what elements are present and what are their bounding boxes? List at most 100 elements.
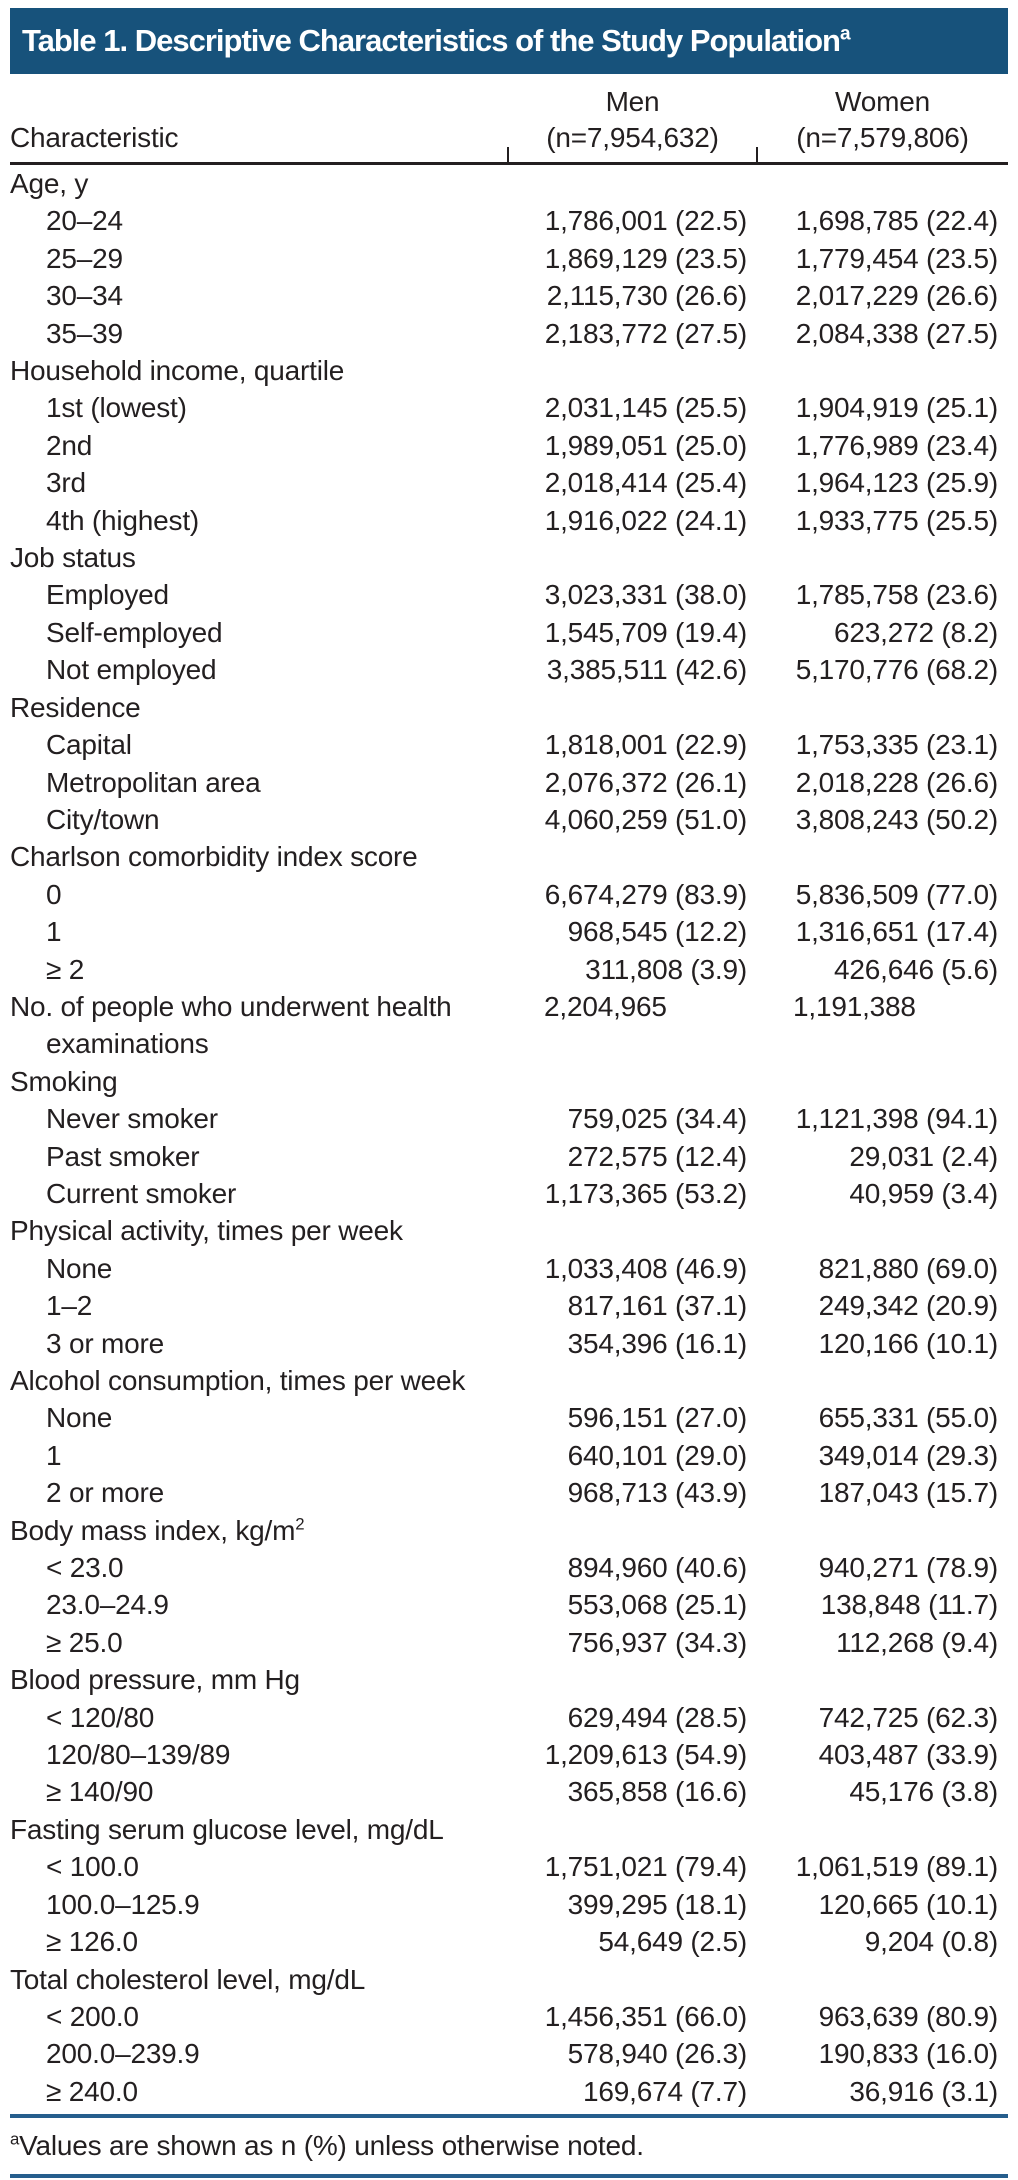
- table-row: < 23.0 894,960 (40.6) 940,271 (78.9): [10, 1549, 1008, 1586]
- women-value: [757, 539, 1008, 576]
- row-label: Never smoker: [46, 1103, 218, 1135]
- row-label: Household income, quartile: [10, 355, 345, 387]
- table-row: Not employed 3,385,511 (42.6) 5,170,776 (6…: [10, 651, 1008, 688]
- men-value: 399,295 (18.1): [567, 1888, 748, 1920]
- men-value: [508, 352, 757, 389]
- row-label-line: No. of people who underwent health: [10, 990, 452, 1022]
- table-row: 23.0–24.9 553,068 (25.1) 138,848 (11.7): [10, 1586, 1008, 1623]
- women-value: 1,964,123 (25.9): [795, 467, 998, 499]
- men-value: 756,937 (34.3): [567, 1626, 748, 1658]
- row-label: 4th (highest): [46, 504, 200, 536]
- row-label: ≥ 25.0: [46, 1626, 123, 1658]
- men-value: 354,396 (16.1): [567, 1327, 748, 1359]
- row-label: ≥ 126.0: [46, 1926, 138, 1958]
- women-value: 1,933,775 (25.5): [795, 504, 998, 536]
- table-row: Blood pressure, mm Hg: [10, 1661, 1008, 1698]
- table-row: Smoking: [10, 1063, 1008, 1100]
- column-header-characteristic: Characteristic: [10, 74, 508, 165]
- men-value: 578,940 (26.3): [567, 2038, 748, 2070]
- table-row: None 1,033,408 (46.9) 821,880 (69.0): [10, 1250, 1008, 1287]
- women-value: 1,779,454 (23.5): [795, 242, 998, 274]
- men-value: 3,023,331 (38.0): [544, 579, 747, 611]
- women-value: 1,191,388: [793, 990, 916, 1022]
- women-value: [757, 1362, 1008, 1399]
- men-value: [508, 689, 757, 726]
- table-row: Physical activity, times per week: [10, 1212, 1008, 1249]
- table-row: 30–34 2,115,730 (26.6) 2,017,229 (26.6): [10, 277, 1008, 314]
- row-label: 2nd: [46, 429, 93, 461]
- women-value: 2,084,338 (27.5): [795, 317, 998, 349]
- row-label: Charlson comorbidity index score: [10, 841, 418, 873]
- row-label: 2 or more: [46, 1477, 165, 1509]
- women-value: 249,342 (20.9): [818, 1290, 999, 1322]
- women-value: 190,833 (16.0): [818, 2038, 999, 2070]
- table-row: 200.0–239.9 578,940 (26.3) 190,833 (16.0): [10, 2035, 1008, 2072]
- table-body: Age, y 20–24 1,786,001 (22.5) 1,698,785 (22…: [10, 164, 1008, 2111]
- women-value: 45,176 (3.8): [849, 1776, 998, 1808]
- row-label: None: [46, 1252, 113, 1284]
- column-header-women: Women (n=7,579,806): [756, 74, 1008, 165]
- men-value: 894,960 (40.6): [567, 1552, 748, 1584]
- women-value: [757, 1661, 1008, 1698]
- table-title-superscript: a: [839, 23, 851, 45]
- men-value: 4,060,259 (51.0): [544, 803, 747, 835]
- men-value: 2,076,372 (26.1): [544, 766, 747, 798]
- women-value: 5,170,776 (68.2): [795, 654, 998, 686]
- men-value: 1,033,408 (46.9): [544, 1252, 747, 1284]
- row-label: 1: [46, 1439, 62, 1471]
- men-value: [508, 838, 757, 875]
- men-value: 629,494 (28.5): [567, 1701, 748, 1733]
- table-row: 1–2 817,161 (37.1) 249,342 (20.9): [10, 1287, 1008, 1324]
- characteristic-label: Characteristic: [10, 122, 179, 153]
- row-label: < 200.0: [46, 2000, 139, 2032]
- table-row: Employed 3,023,331 (38.0) 1,785,758 (23.6): [10, 576, 1008, 613]
- men-value: [508, 1512, 757, 1549]
- men-value: 1,869,129 (23.5): [544, 242, 747, 274]
- men-value: 553,068 (25.1): [567, 1589, 748, 1621]
- table-row: Current smoker 1,173,365 (53.2) 40,959 (3.…: [10, 1175, 1008, 1212]
- women-value: 187,043 (15.7): [818, 1477, 999, 1509]
- row-label: Alcohol consumption, times per week: [10, 1365, 466, 1396]
- men-value: [508, 164, 757, 203]
- row-label: Capital: [46, 729, 132, 761]
- row-label: 25–29: [46, 242, 123, 274]
- women-value: 1,776,989 (23.4): [795, 429, 998, 461]
- row-label: No. of people who underwent health examin…: [10, 988, 508, 1063]
- women-value: 5,836,509 (77.0): [795, 878, 998, 910]
- table-row: ≥ 25.0 756,937 (34.3) 112,268 (9.4): [10, 1624, 1008, 1661]
- row-label: 30–34: [46, 280, 123, 312]
- row-label: Current smoker: [46, 1177, 237, 1209]
- footnote: aValues are shown as n (%) unless otherw…: [10, 2114, 1008, 2179]
- men-value: 2,115,730 (26.6): [546, 280, 747, 312]
- men-value: 1,786,001 (22.5): [544, 205, 747, 237]
- women-value: 349,014 (29.3): [818, 1439, 999, 1471]
- table-row: 25–29 1,869,129 (23.5) 1,779,454 (23.5): [10, 240, 1008, 277]
- table-row: 1st (lowest) 2,031,145 (25.5) 1,904,919 (2…: [10, 389, 1008, 426]
- table-row: 35–39 2,183,772 (27.5) 2,084,338 (27.5): [10, 315, 1008, 352]
- row-label: 3 or more: [46, 1327, 165, 1359]
- row-label: 1–2: [46, 1290, 93, 1322]
- row-label: Fasting serum glucose level, mg/dL: [10, 1813, 444, 1845]
- table-row: 120/80–139/89 1,209,613 (54.9) 403,487 (33…: [10, 1736, 1008, 1773]
- women-value: 623,272 (8.2): [834, 616, 998, 648]
- women-value: 40,959 (3.4): [849, 1177, 998, 1209]
- table-row: 2nd 1,989,051 (25.0) 1,776,989 (23.4): [10, 427, 1008, 464]
- men-value: [508, 539, 757, 576]
- table-row: No. of people who underwent health examin…: [10, 988, 1008, 1063]
- men-value: 1,818,001 (22.9): [544, 729, 747, 761]
- women-value: 1,785,758 (23.6): [795, 579, 998, 611]
- men-value: 2,018,414 (25.4): [544, 467, 747, 499]
- row-label-line: examinations: [46, 1028, 209, 1060]
- row-label: 0: [46, 878, 62, 910]
- table-row: Never smoker 759,025 (34.4) 1,121,398 (94.…: [10, 1100, 1008, 1137]
- table-row: Past smoker 272,575 (12.4) 29,031 (2.4): [10, 1138, 1008, 1175]
- men-value: 759,025 (34.4): [567, 1103, 748, 1135]
- row-label: < 100.0: [46, 1851, 139, 1883]
- women-value: [757, 1961, 1008, 1998]
- women-value: [757, 838, 1008, 875]
- women-value: 1,316,651 (17.4): [795, 916, 998, 948]
- men-value: 169,674 (7.7): [583, 2075, 747, 2107]
- row-label: < 23.0: [46, 1552, 124, 1584]
- women-value: 138,848 (11.7): [820, 1589, 998, 1621]
